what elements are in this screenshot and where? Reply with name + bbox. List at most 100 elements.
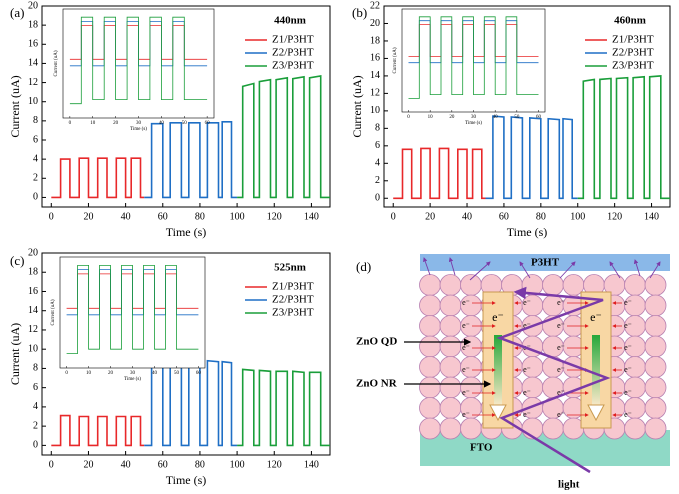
electron-label: e⁻ — [557, 365, 565, 374]
diagram: (d) P3HT e⁻ e⁻ e⁻ e⁻ e⁻ e⁻ e⁻ e⁻ e⁻ e⁻ e⁻ e⁻ e⁻ e⁻ e⁻ e⁻ e… — [356, 254, 670, 491]
y-tick-label: 20 — [370, 18, 380, 29]
hole-arrow — [469, 261, 491, 281]
x-tick-label: 10 — [90, 121, 96, 126]
series-line — [69, 16, 208, 105]
electron-label: e⁻ — [557, 298, 565, 307]
y-tick-label: 2 — [375, 175, 380, 186]
x-tick-label: 10 — [86, 371, 92, 376]
x-tick-label: 80 — [536, 211, 546, 222]
y-tick-label: 10 — [28, 343, 38, 354]
panel-label: (a) — [10, 5, 24, 20]
series-line — [237, 74, 330, 199]
quantum-dot — [439, 356, 462, 378]
electron-label: e⁻ — [523, 298, 531, 307]
quantum-dot — [460, 417, 482, 440]
x-tick-label: 140 — [304, 459, 319, 470]
x-tick-label: 60 — [158, 211, 168, 222]
x-tick-label: 60 — [205, 121, 211, 126]
x-tick-label: 140 — [304, 211, 319, 222]
x-tick-label: 20 — [113, 121, 119, 126]
electron-label: e⁻ — [462, 365, 470, 374]
arrow-head — [587, 404, 605, 422]
x-tick-label: 100 — [230, 211, 245, 222]
x-tick-label: 60 — [158, 459, 168, 470]
y-tick-label: 12 — [370, 88, 380, 99]
x-axis-label: Time (s) — [124, 377, 141, 382]
quantum-dot — [439, 376, 462, 399]
quantum-dot — [644, 335, 667, 358]
y-tick-label: 0 — [33, 192, 38, 203]
x-tick-label: 60 — [536, 115, 542, 120]
x-tick-label: 30 — [130, 371, 136, 376]
quantum-dot — [439, 417, 462, 440]
electron-label: e⁻ — [624, 343, 632, 352]
legend-label: Z1/P3HT — [272, 281, 314, 293]
y-tick-label: 14 — [28, 58, 38, 69]
y-tick-label: 14 — [28, 305, 38, 316]
quantum-dot — [624, 274, 646, 296]
y-axis-label: Current (uA) — [51, 299, 56, 325]
quantum-dot — [644, 274, 667, 296]
y-tick-label: 18 — [28, 19, 38, 30]
hole-arrow — [423, 257, 431, 276]
quantum-dot — [419, 315, 441, 337]
legend-label: Z2/P3HT — [272, 294, 314, 306]
hole-arrow — [448, 257, 456, 276]
y-tick-label: 6 — [33, 382, 38, 393]
series-line — [577, 75, 670, 200]
x-tick-label: 0 — [407, 115, 410, 120]
y-tick-label: 8 — [33, 115, 38, 126]
y-tick-label: 4 — [33, 401, 38, 412]
x-tick-label: 20 — [425, 211, 435, 222]
p3ht-label: P3HT — [531, 257, 560, 269]
x-tick-label: 0 — [69, 121, 72, 126]
series-line — [237, 368, 330, 447]
electron-label: e⁻ — [462, 298, 470, 307]
quantum-dot — [542, 417, 564, 440]
structure-label: ZnO QD — [356, 336, 397, 348]
x-tick-label: 120 — [607, 211, 622, 222]
y-tick-label: 6 — [33, 134, 38, 145]
quantum-dot — [644, 397, 667, 419]
x-tick-label: 0 — [65, 371, 68, 376]
series-line — [144, 121, 238, 199]
electron-label: e⁻ — [557, 321, 565, 330]
electron-label: e⁻ — [557, 388, 565, 397]
y-tick-label: 6 — [375, 140, 380, 151]
y-axis-label: Current (uA) — [350, 75, 364, 137]
panel-label: (c) — [10, 253, 24, 268]
y-tick-label: 0 — [33, 440, 38, 451]
hole-arrow — [633, 259, 641, 277]
y-tick-label: 20 — [28, 0, 38, 11]
y-axis-label: Current (uA) — [393, 47, 398, 73]
arrow-head — [489, 404, 507, 422]
gradient-arrow — [494, 335, 502, 405]
electron-label: e⁻ — [523, 365, 531, 374]
y-tick-label: 14 — [370, 70, 380, 81]
electron-label: e⁻ — [523, 388, 531, 397]
x-tick-label: 120 — [267, 211, 282, 222]
hole-arrow — [609, 261, 621, 279]
x-tick-label: 0 — [49, 211, 54, 222]
electron-label: e⁻ — [624, 298, 632, 307]
annotation: 460nm — [614, 15, 646, 27]
legend-label: Z2/P3HT — [612, 47, 654, 59]
quantum-dot — [419, 294, 441, 317]
x-axis-label: Time (s) — [166, 225, 207, 239]
electron-label: e⁻ — [557, 410, 565, 419]
hole-arrow — [649, 261, 661, 279]
y-tick-label: 8 — [375, 123, 380, 134]
x-tick-label: 20 — [83, 211, 93, 222]
series-line — [408, 16, 539, 99]
hole-arrow — [519, 261, 531, 279]
x-tick-label: 60 — [499, 211, 509, 222]
quantum-dot — [439, 397, 462, 419]
structure-label: ZnO NR — [356, 378, 398, 390]
y-tick-label: 10 — [28, 96, 38, 107]
series-line — [51, 414, 145, 447]
quantum-dot — [644, 315, 667, 337]
x-axis-label: Time (s) — [130, 127, 147, 132]
y-tick-label: 2 — [33, 420, 38, 431]
legend-label: Z3/P3HT — [272, 307, 314, 319]
quantum-dot — [419, 376, 441, 399]
